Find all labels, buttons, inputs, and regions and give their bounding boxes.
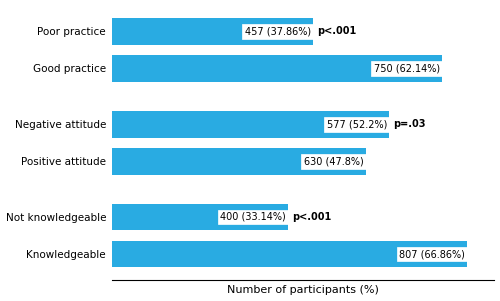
Text: p=.03: p=.03 <box>394 119 426 129</box>
Bar <box>112 241 467 267</box>
Bar <box>112 55 442 82</box>
Text: 750 (62.14%): 750 (62.14%) <box>374 64 440 73</box>
Bar <box>112 203 288 230</box>
Text: p<.001: p<.001 <box>317 26 356 36</box>
Text: 630 (47.8%): 630 (47.8%) <box>304 156 364 166</box>
Bar <box>112 111 389 138</box>
Text: p<.001: p<.001 <box>292 212 332 222</box>
Text: 577 (52.2%): 577 (52.2%) <box>326 119 387 129</box>
Text: 400 (33.14%): 400 (33.14%) <box>220 212 286 222</box>
X-axis label: Number of participants (%): Number of participants (%) <box>227 285 379 296</box>
Bar <box>112 148 366 175</box>
Text: 457 (37.86%): 457 (37.86%) <box>244 26 311 36</box>
Bar <box>112 18 313 45</box>
Text: 807 (66.86%): 807 (66.86%) <box>399 249 465 259</box>
